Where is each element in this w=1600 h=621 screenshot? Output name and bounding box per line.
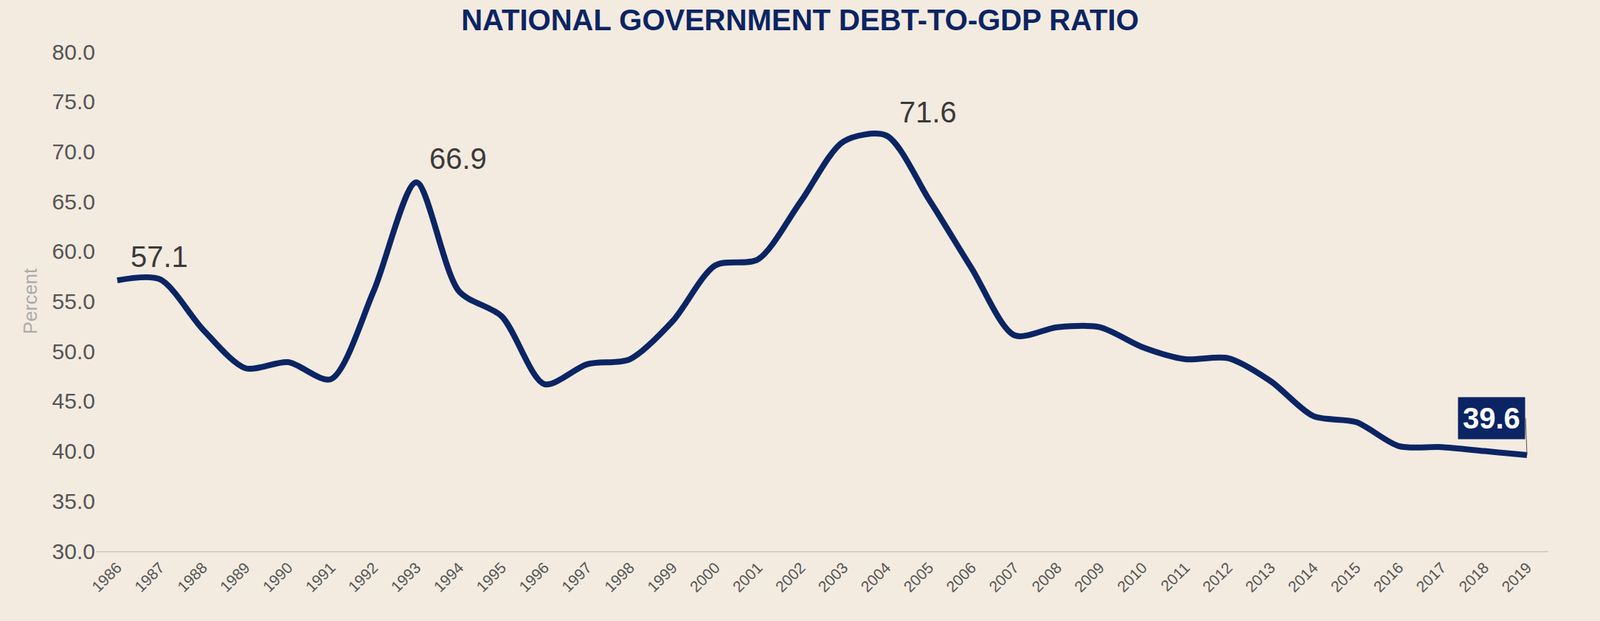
svg-text:2006: 2006 — [942, 559, 979, 596]
svg-text:40.0: 40.0 — [52, 438, 96, 464]
svg-text:1992: 1992 — [344, 559, 381, 596]
svg-text:45.0: 45.0 — [52, 388, 96, 414]
svg-text:66.9: 66.9 — [429, 142, 487, 175]
svg-text:1998: 1998 — [601, 559, 638, 596]
svg-text:1989: 1989 — [216, 559, 254, 596]
svg-text:57.1: 57.1 — [130, 240, 189, 273]
svg-text:2012: 2012 — [1199, 559, 1236, 596]
svg-text:2013: 2013 — [1242, 559, 1279, 596]
svg-text:1996: 1996 — [515, 559, 552, 596]
svg-text:80.0: 80.0 — [52, 39, 96, 65]
svg-text:2019: 2019 — [1498, 559, 1535, 596]
svg-text:2007: 2007 — [985, 559, 1022, 596]
svg-text:1990: 1990 — [259, 559, 296, 596]
svg-text:Percent: Percent — [19, 267, 42, 335]
svg-text:2008: 2008 — [1028, 559, 1065, 596]
svg-text:2017: 2017 — [1412, 559, 1449, 596]
svg-text:50.0: 50.0 — [52, 339, 96, 364]
svg-text:65.0: 65.0 — [52, 189, 96, 214]
svg-text:35.0: 35.0 — [52, 489, 96, 514]
svg-text:1987: 1987 — [131, 559, 168, 596]
svg-text:1997: 1997 — [558, 559, 595, 596]
svg-text:2009: 2009 — [1071, 559, 1108, 596]
svg-text:2000: 2000 — [686, 559, 723, 596]
svg-text:2004: 2004 — [857, 558, 895, 596]
svg-text:71.6: 71.6 — [899, 95, 957, 129]
svg-text:2005: 2005 — [899, 559, 937, 596]
svg-text:2016: 2016 — [1369, 559, 1406, 596]
svg-text:70.0: 70.0 — [52, 139, 96, 164]
svg-text:1994: 1994 — [430, 558, 467, 596]
svg-text:2010: 2010 — [1113, 559, 1151, 596]
svg-text:30.0: 30.0 — [52, 539, 96, 564]
svg-text:1995: 1995 — [472, 559, 509, 596]
svg-text:1999: 1999 — [643, 559, 681, 596]
svg-text:75.0: 75.0 — [52, 89, 96, 114]
svg-text:2015: 2015 — [1327, 559, 1364, 596]
svg-text:55.0: 55.0 — [52, 289, 96, 314]
svg-text:1988: 1988 — [174, 559, 211, 596]
svg-text:NATIONAL GOVERNMENT DEBT-TO-GD: NATIONAL GOVERNMENT DEBT-TO-GDP RATIO — [461, 3, 1139, 37]
svg-text:2001: 2001 — [729, 559, 766, 596]
svg-text:1991: 1991 — [301, 559, 338, 596]
svg-text:39.6: 39.6 — [1462, 402, 1521, 435]
svg-text:2014: 2014 — [1284, 558, 1322, 596]
svg-text:1993: 1993 — [387, 559, 424, 596]
svg-text:2002: 2002 — [771, 559, 808, 596]
svg-text:1986: 1986 — [88, 559, 125, 596]
svg-text:2011: 2011 — [1157, 559, 1193, 595]
svg-text:2018: 2018 — [1455, 559, 1492, 596]
svg-text:60.0: 60.0 — [52, 239, 96, 264]
svg-text:2003: 2003 — [814, 559, 851, 596]
